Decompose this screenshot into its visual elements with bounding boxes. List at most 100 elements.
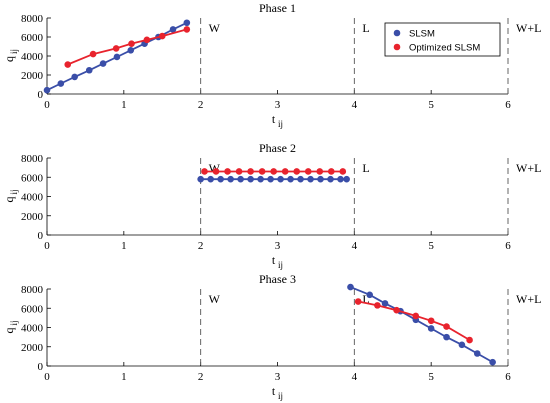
y-tick-label: 6000: [21, 32, 44, 44]
data-point-slsm: [257, 175, 264, 183]
data-point-slsm: [443, 333, 450, 341]
y-axis-label-group: q ij: [2, 49, 19, 62]
data-point-optimized-slsm: [247, 168, 254, 175]
x-tick-label: 0: [44, 99, 50, 111]
data-point-slsm: [197, 175, 204, 183]
y-axis-label-group: q ij: [2, 320, 19, 333]
data-point-slsm: [317, 175, 324, 183]
data-point-slsm: [127, 47, 135, 54]
data-point-slsm: [237, 175, 244, 183]
series-line-slsm: [350, 286, 494, 363]
data-point-slsm: [458, 341, 466, 349]
x-tick-label: 1: [121, 240, 127, 252]
data-point-optimized-slsm: [443, 323, 450, 330]
x-tick-label: 6: [505, 240, 511, 252]
x-tick-label: 1: [121, 99, 127, 111]
y-axis-label-sub: ij: [9, 320, 19, 325]
region-label: W: [209, 21, 221, 35]
data-point-optimized-slsm: [212, 168, 220, 175]
x-tick-label: 5: [428, 371, 434, 383]
x-tick-label: 3: [275, 99, 281, 111]
region-label: L: [362, 21, 369, 35]
data-point-optimized-slsm: [158, 32, 166, 40]
y-axis-label-sub: ij: [9, 49, 19, 54]
data-point-optimized-slsm: [293, 168, 301, 175]
data-point-slsm: [343, 175, 350, 183]
data-point-slsm: [277, 175, 284, 183]
y-tick-label: 2000: [21, 211, 44, 223]
data-point-slsm: [297, 175, 304, 183]
y-tick-label: 0: [38, 361, 44, 373]
data-point-optimized-slsm: [270, 168, 277, 175]
region-label: L: [362, 292, 369, 306]
data-point-slsm: [489, 358, 496, 366]
y-tick-label: 0: [38, 89, 44, 101]
x-tick-label: 6: [505, 371, 511, 383]
chart-title: Phase 1: [259, 1, 296, 15]
x-tick-label: 1: [121, 371, 127, 383]
data-point-slsm: [381, 300, 389, 307]
region-label: L: [362, 161, 369, 175]
data-point-optimized-slsm: [64, 61, 72, 68]
data-point-slsm: [71, 73, 78, 81]
legend-label: Optimized SLSM: [409, 43, 480, 54]
x-tick-label: 5: [428, 99, 434, 111]
y-tick-label: 6000: [21, 303, 44, 315]
legend-marker: [393, 29, 401, 37]
x-tick-label: 2: [198, 99, 204, 111]
x-tick-label: 2: [198, 240, 204, 252]
legend-label: SLSM: [409, 29, 435, 40]
data-point-slsm: [217, 175, 224, 183]
chart-title: Phase 3: [259, 272, 296, 286]
x-axis-label-sub: ij: [278, 119, 283, 129]
data-point-optimized-slsm: [316, 168, 324, 175]
series-line-optimized-slsm: [67, 28, 188, 66]
x-tick-label: 3: [275, 371, 281, 383]
x-tick-label: 4: [352, 240, 358, 252]
legend: SLSM Optimized SLSM: [384, 22, 501, 57]
data-point-optimized-slsm: [201, 168, 208, 175]
data-point-slsm: [247, 175, 254, 183]
data-point-slsm: [85, 66, 93, 74]
data-point-optimized-slsm: [393, 306, 400, 314]
data-point-slsm: [366, 291, 374, 299]
data-point-slsm: [347, 283, 354, 291]
data-point-optimized-slsm: [327, 168, 335, 175]
x-axis-label-sub: ij: [278, 260, 283, 270]
x-tick-label: 4: [352, 371, 358, 383]
x-axis-label: t: [272, 112, 276, 126]
y-axis-label: q: [2, 328, 16, 334]
x-axis-label: t: [272, 384, 276, 398]
data-point-optimized-slsm: [427, 317, 435, 325]
x-tick-label: 0: [44, 371, 50, 383]
x-tick-label: 4: [352, 99, 358, 111]
data-point-optimized-slsm: [224, 168, 231, 175]
y-tick-label: 8000: [21, 13, 44, 25]
data-point-slsm: [169, 26, 177, 33]
y-tick-label: 6000: [21, 172, 44, 184]
region-label: W+L: [516, 161, 541, 175]
data-point-slsm: [57, 80, 65, 87]
y-axis-label-sub: ij: [9, 189, 19, 194]
chart-title: Phase 2: [259, 141, 296, 155]
data-point-slsm: [207, 175, 214, 183]
data-point-optimized-slsm: [183, 26, 191, 33]
y-tick-label: 4000: [21, 323, 44, 335]
x-tick-label: 2: [198, 371, 204, 383]
data-point-slsm: [327, 175, 334, 183]
data-point-optimized-slsm: [374, 302, 381, 309]
y-axis-label: q: [2, 56, 16, 62]
region-label: W+L: [516, 292, 541, 306]
data-point-slsm: [337, 175, 344, 183]
data-point-optimized-slsm: [354, 298, 362, 305]
data-point-optimized-slsm: [89, 50, 97, 58]
legend-marker: [393, 43, 401, 51]
y-tick-label: 0: [38, 230, 44, 242]
y-tick-label: 2000: [21, 342, 44, 354]
data-point-optimized-slsm: [258, 168, 266, 175]
data-point-slsm: [473, 350, 481, 357]
data-point-optimized-slsm: [235, 168, 243, 175]
y-tick-label: 8000: [21, 153, 44, 165]
